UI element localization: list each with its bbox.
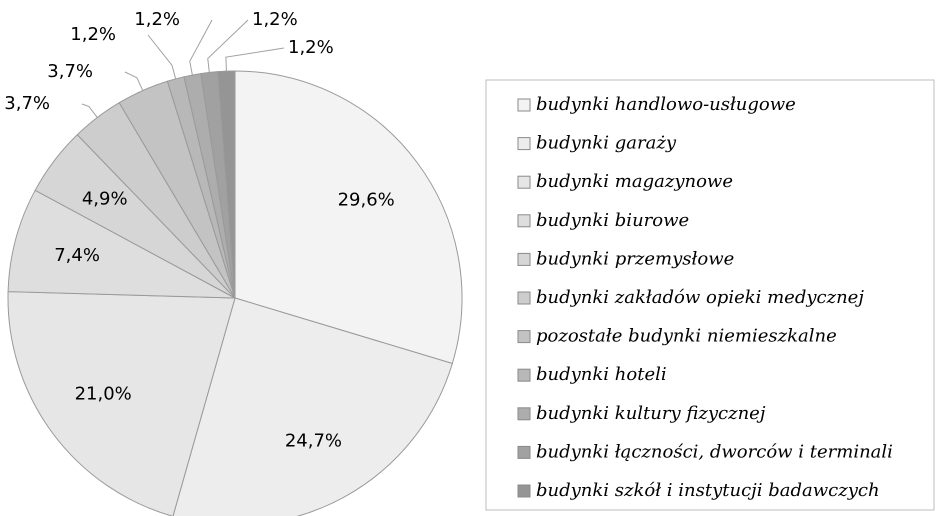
legend-swatch xyxy=(517,214,531,228)
leader-line xyxy=(189,19,213,76)
leader-line xyxy=(124,71,144,91)
data-label: 21,0% xyxy=(75,384,132,405)
legend-swatch xyxy=(517,291,531,305)
legend-label: budynki garaży xyxy=(536,133,677,154)
legend-label: budynki przemysłowe xyxy=(536,248,734,269)
leader-line xyxy=(225,47,285,72)
legend-swatch xyxy=(517,445,531,459)
legend-label: budynki łączności, dworców i terminali xyxy=(536,441,893,462)
data-label: 3,7% xyxy=(4,93,50,114)
legend-label: budynki hoteli xyxy=(536,364,667,385)
data-label: 29,6% xyxy=(338,190,395,211)
pie-slice xyxy=(234,70,463,365)
data-label: 24,7% xyxy=(285,430,342,451)
data-label: 7,4% xyxy=(54,245,100,266)
legend-swatch xyxy=(517,137,531,151)
data-label: 1,2% xyxy=(70,24,116,45)
pie-slice xyxy=(7,291,236,516)
legend-swatch xyxy=(517,252,531,266)
leader-line xyxy=(207,19,249,73)
legend-box xyxy=(485,79,935,511)
legend-label: budynki szkół i instytucji badawczych xyxy=(536,480,880,501)
legend-swatch xyxy=(517,98,531,112)
legend-label: pozostałe budynki niemieszkalne xyxy=(536,326,837,347)
legend-swatch xyxy=(517,330,531,344)
legend-label: budynki magazynowe xyxy=(536,171,733,192)
data-label: 1,2% xyxy=(288,37,334,58)
legend-swatch xyxy=(517,484,531,498)
legend-swatch xyxy=(517,368,531,382)
leader-line xyxy=(81,103,98,118)
data-label: 4,9% xyxy=(82,188,128,209)
legend-label: budynki handlowo-usługowe xyxy=(536,94,796,115)
legend-swatch xyxy=(517,407,531,421)
pie-slice xyxy=(217,70,236,299)
data-label: 3,7% xyxy=(47,61,93,82)
pie-slice xyxy=(172,297,453,516)
legend-label: budynki zakładów opieki medycznej xyxy=(536,287,864,308)
data-label: 1,2% xyxy=(252,9,298,30)
legend-label: budynki kultury fizycznej xyxy=(536,403,766,424)
pie-slice xyxy=(7,189,236,299)
legend-label: budynki biurowe xyxy=(536,210,689,231)
legend-swatch xyxy=(517,175,531,189)
leader-line xyxy=(147,34,177,80)
data-label: 1,2% xyxy=(134,9,180,30)
